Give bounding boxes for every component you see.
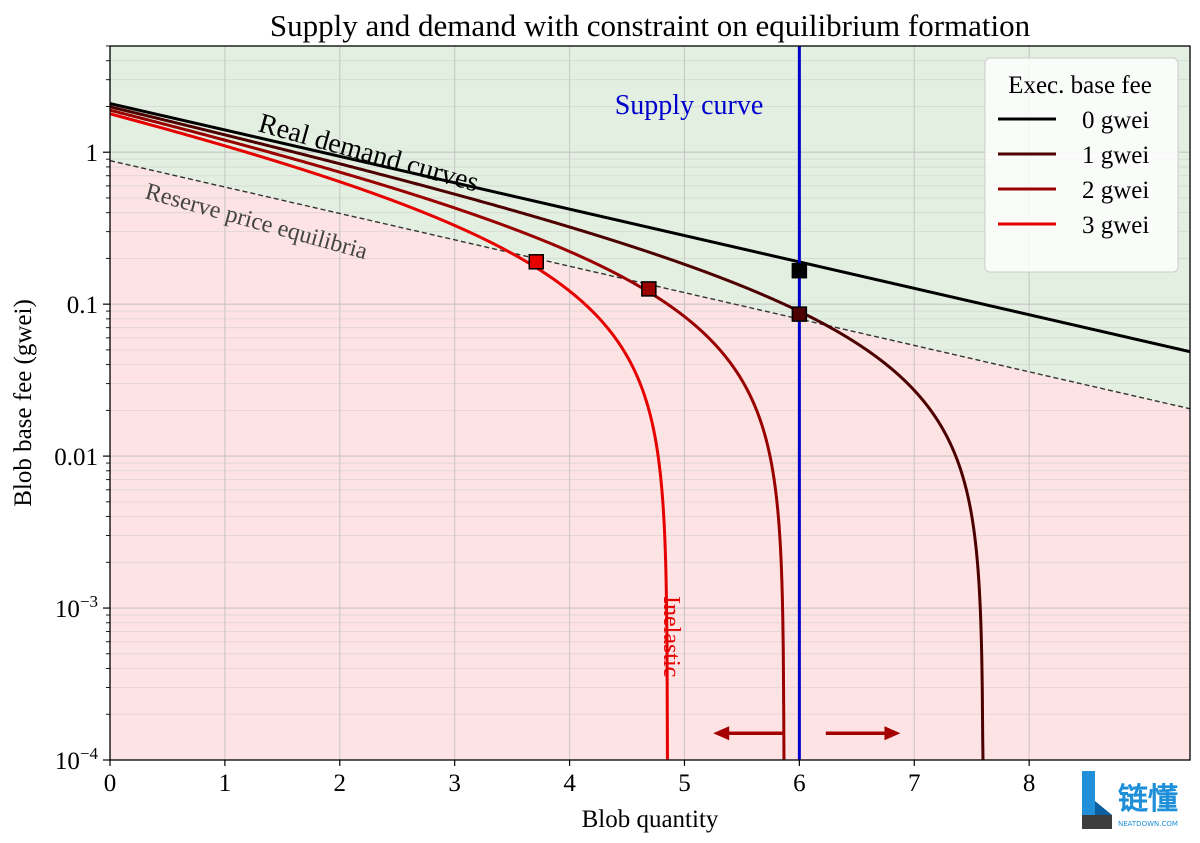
region-below-reserve	[110, 160, 1190, 760]
equilibrium-marker	[791, 306, 808, 322]
x-tick-label: 0	[104, 770, 117, 797]
y-axis: 1 0.1 0.01 10−3 10−4	[54, 45, 110, 775]
x-axis: 0 1 2 3 4 5 6 7 8	[104, 760, 1036, 797]
chart-title: Supply and demand with constraint on equ…	[270, 8, 1031, 43]
logo-l-icon	[1082, 771, 1112, 829]
demand-curve-0-gwei	[110, 102, 1190, 354]
demand-curve-2-gwei	[110, 108, 786, 760]
legend-label: 1 gwei	[1082, 142, 1149, 169]
legend-entries: 0 gwei 1 gwei 2 gwei 3 gwei	[998, 107, 1149, 239]
legend-box	[984, 57, 1179, 273]
annotation-supply-curve: Supply curve	[615, 90, 764, 121]
logo-brand-text: 链懂	[1118, 782, 1178, 817]
series-layer	[110, 46, 1190, 760]
legend: Exec. base fee 0 gwei 1 gwei 2 gwei 3 gwei	[984, 57, 1179, 273]
y-tick-label: 10−4	[55, 744, 99, 775]
legend-label: 2 gwei	[1082, 177, 1149, 204]
y-tick-label: 10−3	[55, 592, 98, 623]
equilibrium-marker	[528, 254, 545, 270]
y-axis-label: Blob base fee (gwei)	[10, 299, 37, 507]
equilibrium-marker	[641, 281, 657, 297]
x-tick-label: 7	[908, 770, 921, 797]
x-tick-label: 3	[448, 770, 461, 797]
demand-curve-3-gwei	[110, 112, 669, 760]
equilibrium-marker	[791, 262, 808, 279]
x-axis-label: Blob quantity	[582, 806, 719, 833]
legend-title: Exec. base fee	[1008, 72, 1152, 99]
demand-curve-1-gwei	[110, 105, 985, 760]
arrow-head	[713, 726, 730, 741]
watermark-logo: 链懂 NEATDOWN.COM	[1082, 771, 1194, 837]
logo-sub-text: NEATDOWN.COM	[1118, 820, 1178, 828]
y-tick-label: 0.01	[54, 444, 98, 471]
legend-label: 0 gwei	[1082, 107, 1149, 134]
y-tick-label: 1	[86, 140, 99, 167]
annotation-inelastic: Inelastic	[658, 596, 684, 677]
x-tick-label: 4	[563, 770, 576, 797]
x-tick-label: 2	[334, 770, 347, 797]
plot-frame	[109, 45, 1191, 761]
arrow-head	[884, 726, 901, 741]
x-tick-label: 5	[678, 770, 691, 797]
legend-label: 3 gwei	[1082, 212, 1149, 239]
x-tick-label: 6	[793, 770, 806, 797]
x-tick-label: 1	[219, 770, 232, 797]
y-tick-label: 0.1	[67, 292, 98, 319]
x-tick-label: 8	[1023, 770, 1036, 797]
